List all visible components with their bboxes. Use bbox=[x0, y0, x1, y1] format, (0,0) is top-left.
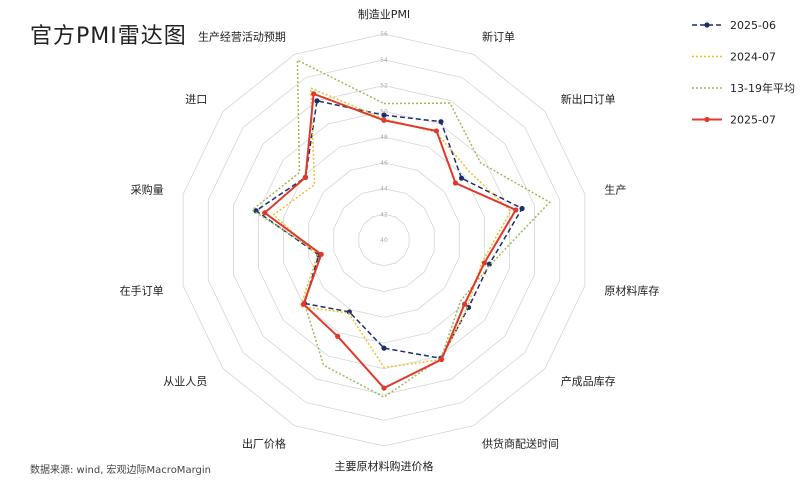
axis-label: 进口 bbox=[185, 93, 207, 106]
tick-label: 56 bbox=[380, 31, 388, 38]
grid-ring bbox=[232, 85, 536, 395]
data-point bbox=[302, 174, 309, 180]
data-point bbox=[458, 175, 465, 181]
axis-label: 从业人员 bbox=[163, 375, 207, 388]
data-point bbox=[314, 98, 320, 104]
legend-label: 2024-07 bbox=[730, 51, 776, 64]
data-source-note: 数据来源: wind, 宏观边际MacroMargin bbox=[30, 465, 211, 476]
axis-label: 采购量 bbox=[131, 183, 164, 197]
chart-title: 官方PMI雷达图 bbox=[30, 24, 187, 49]
data-point bbox=[381, 112, 387, 118]
grid-ring bbox=[182, 33, 586, 447]
data-point bbox=[253, 208, 259, 214]
series-line-2025-06 bbox=[254, 99, 524, 360]
data-point bbox=[481, 260, 488, 266]
data-point bbox=[346, 309, 352, 315]
data-point bbox=[311, 91, 317, 97]
data-point bbox=[300, 301, 307, 307]
grid-ring bbox=[333, 188, 435, 292]
legend-marker bbox=[704, 116, 710, 123]
data-point bbox=[452, 180, 459, 186]
axis-label: 生产 bbox=[604, 183, 626, 197]
grid-ring bbox=[308, 162, 460, 318]
series-line-2025-07 bbox=[263, 92, 518, 390]
axis-label: 供货商配送时间 bbox=[482, 437, 559, 451]
axis-label: 新订单 bbox=[482, 29, 515, 43]
grid-ring bbox=[358, 213, 410, 267]
data-point bbox=[438, 356, 445, 363]
data-point bbox=[513, 207, 519, 213]
tick-label: 42 bbox=[380, 211, 388, 218]
tick-label: 44 bbox=[380, 186, 388, 193]
axis-label: 生产经营活动预期 bbox=[198, 29, 286, 43]
tick-label: 52 bbox=[380, 83, 388, 90]
data-point bbox=[461, 301, 468, 307]
axis-label: 制造业PMI bbox=[358, 7, 410, 21]
axis-label: 出厂价格 bbox=[242, 437, 286, 451]
axis-label: 在手订单 bbox=[120, 283, 164, 297]
axis-label: 新出口订单 bbox=[561, 92, 616, 106]
data-point bbox=[486, 261, 493, 267]
legend-label: 2025-07 bbox=[730, 114, 776, 127]
axis-label: 产成品库存 bbox=[561, 374, 616, 388]
tick-label: 54 bbox=[380, 57, 388, 64]
data-point bbox=[433, 128, 440, 134]
data-point bbox=[381, 117, 387, 123]
axis-label: 原材料库存 bbox=[604, 283, 659, 297]
data-point bbox=[335, 333, 341, 339]
data-point bbox=[519, 205, 525, 212]
tick-label: 48 bbox=[380, 134, 388, 141]
legend-marker bbox=[704, 22, 710, 28]
data-point bbox=[438, 119, 444, 125]
grid-ring bbox=[207, 59, 561, 421]
data-point bbox=[381, 385, 387, 391]
data-point bbox=[262, 210, 268, 216]
legend-label: 2025-06 bbox=[730, 19, 776, 32]
grid-ring bbox=[258, 110, 510, 370]
series-line-2024-07 bbox=[272, 86, 512, 369]
data-point bbox=[318, 251, 324, 257]
axis-label: 主要原材料购进价格 bbox=[335, 459, 434, 473]
legend-label: 13-19年平均 bbox=[730, 81, 795, 95]
tick-label: 50 bbox=[380, 108, 388, 115]
data-point bbox=[381, 345, 387, 351]
tick-label: 46 bbox=[380, 160, 388, 167]
tick-label: 40 bbox=[380, 237, 388, 244]
